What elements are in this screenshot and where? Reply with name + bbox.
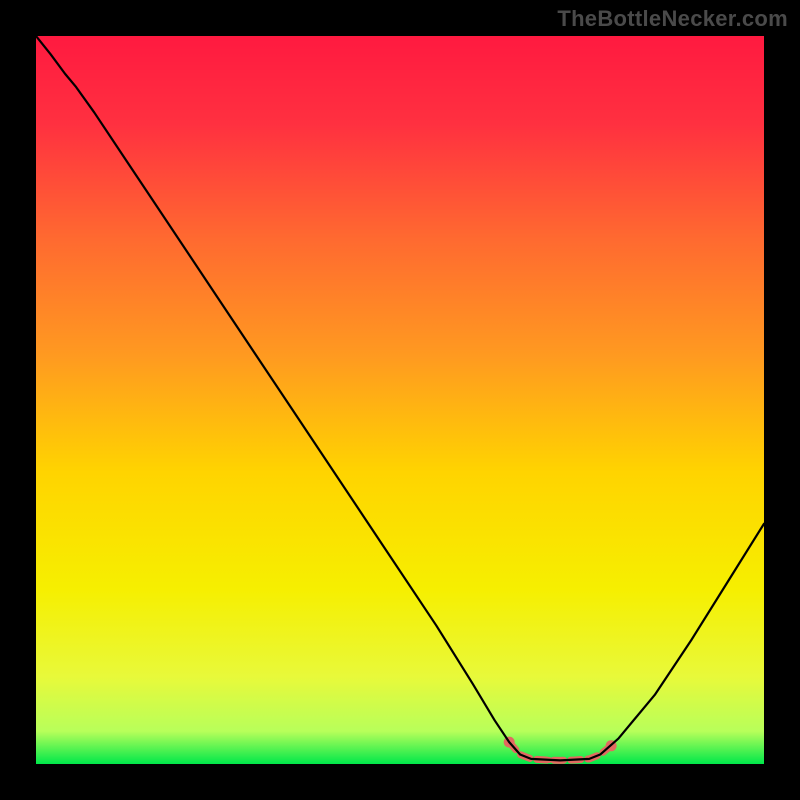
- bottleneck-curve-chart: [36, 36, 764, 764]
- chart-container: TheBottleNecker.com: [0, 0, 800, 800]
- gradient-background: [36, 36, 764, 764]
- plot-area: [36, 36, 764, 764]
- watermark-text: TheBottleNecker.com: [557, 6, 788, 32]
